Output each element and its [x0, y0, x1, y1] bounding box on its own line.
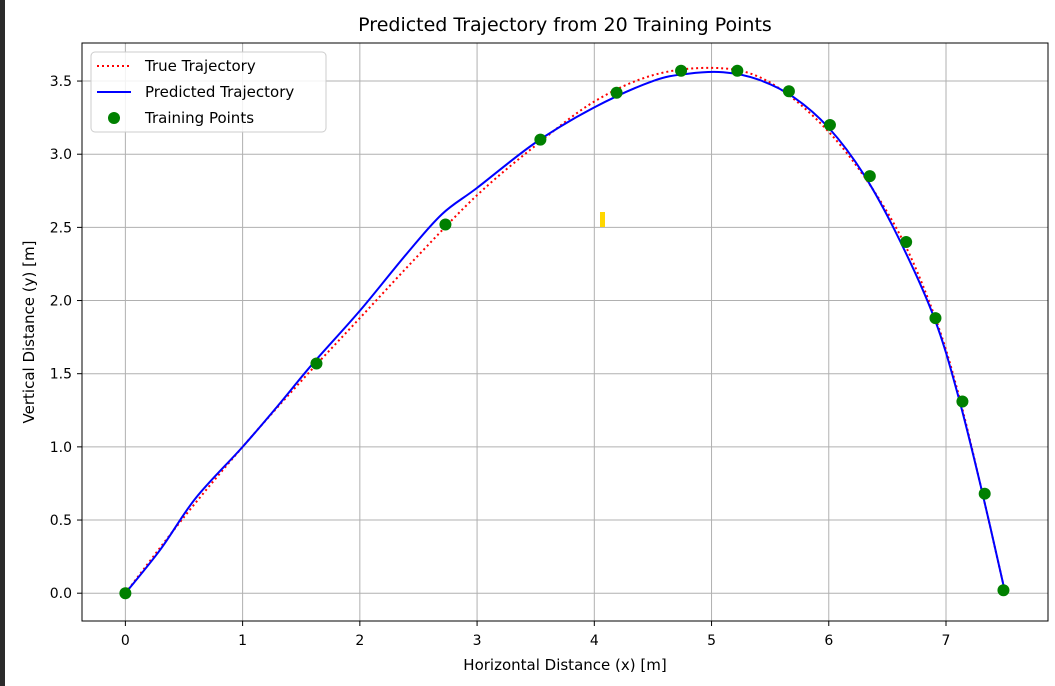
- trajectory-chart: Predicted Trajectory from 20 Training Po…: [20, 14, 1049, 674]
- training-point: [929, 312, 942, 325]
- y-tick-label: 0.0: [50, 586, 72, 602]
- x-tick-label: 2: [355, 633, 364, 649]
- training-point: [956, 395, 969, 408]
- training-point: [978, 487, 991, 500]
- training-point: [675, 64, 688, 77]
- legend: True Trajectory Predicted Trajectory Tra…: [90, 51, 327, 133]
- x-axis-label: Horizontal Distance (x) [m]: [463, 656, 666, 674]
- training-point: [997, 584, 1010, 597]
- x-tick-label: 4: [590, 633, 599, 649]
- legend-predicted-label: Predicted Trajectory: [145, 83, 294, 101]
- training-point: [863, 170, 876, 183]
- legend-true-label: True Trajectory: [144, 57, 256, 75]
- plot-frame: [81, 42, 1049, 622]
- x-tick-label: 3: [473, 633, 482, 649]
- training-point: [439, 218, 452, 231]
- y-tick-label: 0.5: [50, 513, 72, 529]
- y-tick-label: 1.5: [50, 367, 72, 383]
- x-tick-label: 7: [942, 633, 951, 649]
- axis-ticks: 0 1 2 3 4 5 6 7 0.0 0.5 1.0 1.5 2.0 2.5 3.0 3.5: [50, 74, 951, 649]
- training-point: [534, 133, 547, 146]
- y-tick-label: 2.5: [50, 220, 72, 236]
- x-tick-label: 5: [707, 633, 716, 649]
- true-trajectory-line: [124, 66, 1006, 594]
- y-tick-label: 3.5: [50, 74, 72, 90]
- training-point: [900, 236, 913, 249]
- training-point: [731, 64, 744, 77]
- y-tick-label: 1.0: [50, 440, 72, 456]
- y-tick-label: 2.0: [50, 294, 72, 310]
- predicted-trajectory-line: [124, 70, 1006, 594]
- figure: Predicted Trajectory from 20 Training Po…: [5, 0, 1055, 686]
- training-point: [119, 587, 132, 600]
- legend-training-label: Training Points: [144, 109, 254, 127]
- training-point: [310, 357, 323, 370]
- yellow-marker: [600, 212, 605, 227]
- training-point: [782, 85, 795, 98]
- training-point: [823, 118, 836, 131]
- y-tick-label: 3.0: [50, 147, 72, 163]
- x-tick-label: 0: [121, 633, 130, 649]
- legend-box: [90, 51, 327, 133]
- y-axis-label: Vertical Distance (y) [m]: [20, 241, 38, 424]
- x-tick-label: 6: [824, 633, 833, 649]
- legend-training-swatch: [108, 112, 120, 124]
- chart-title: Predicted Trajectory from 20 Training Po…: [358, 14, 772, 36]
- plot-series: [119, 64, 1010, 600]
- x-tick-label: 1: [238, 633, 247, 649]
- training-point: [610, 86, 623, 99]
